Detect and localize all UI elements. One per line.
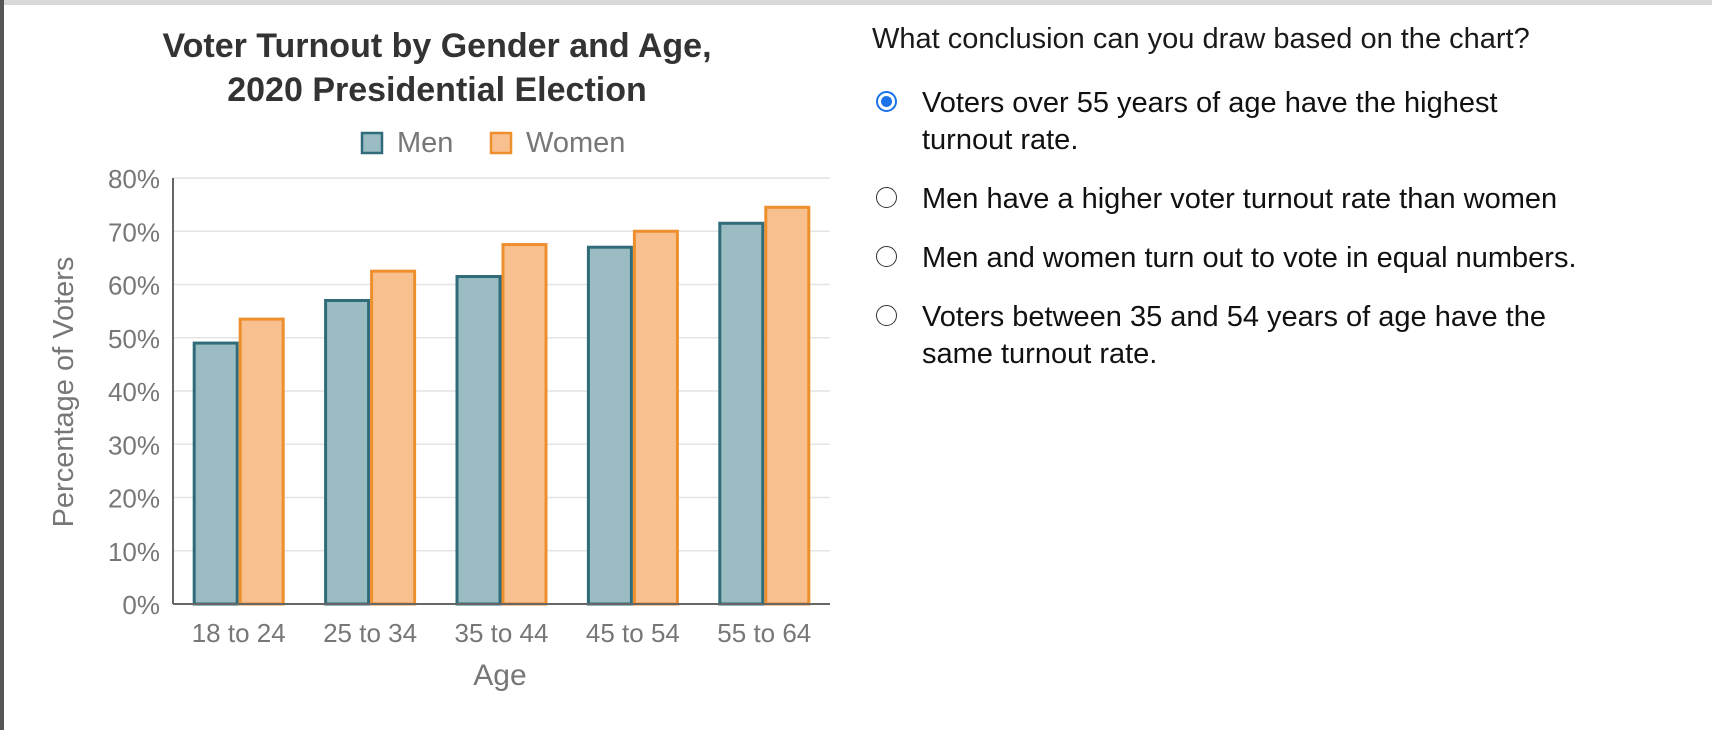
chart-legend: Men Women [360, 127, 625, 159]
answer-option-3-line-1: Men and women turn out to vote in equal … [922, 242, 1577, 274]
left-border [0, 0, 4, 730]
radio-button-4[interactable] [876, 305, 897, 326]
bar-women-2 [370, 269, 417, 606]
answer-option-4[interactable]: Voters between 35 and 54 years of age ha… [872, 299, 1672, 373]
y-axis-label: Percentage of Voters [48, 257, 80, 528]
radio-button-1[interactable] [876, 91, 897, 112]
y-tick-label: 10% [108, 537, 160, 567]
y-axis-tick-labels: 0% 10% 20% 30% 40% 50% 60% 70% 80% [108, 164, 160, 620]
radio-button-2[interactable] [876, 187, 897, 208]
y-tick-label: 20% [108, 484, 160, 514]
x-tick-label: 35 to 44 [455, 618, 549, 648]
bar-men-5 [718, 221, 765, 606]
bar-women-5 [764, 205, 811, 606]
chart-title-line-1: Voter Turnout by Gender and Age, [162, 27, 711, 65]
x-tick-label: 25 to 34 [323, 618, 417, 648]
bar-men-4 [586, 245, 633, 606]
answer-options: Voters over 55 years of age have the hig… [872, 85, 1672, 373]
answer-option-1-line-2: turnout rate. [922, 124, 1079, 156]
top-border [0, 0, 1712, 5]
chart-title-line-2: 2020 Presidential Election [227, 71, 647, 109]
bar-women-1 [238, 317, 285, 606]
legend-swatch-men [360, 131, 384, 155]
x-axis-label: Age [473, 659, 526, 692]
bar-men-1 [192, 341, 239, 606]
y-tick-label: 40% [108, 377, 160, 407]
answer-option-4-line-1: Voters between 35 and 54 years of age ha… [922, 301, 1546, 333]
y-tick-label: 60% [108, 271, 160, 301]
question-prompt: What conclusion can you draw based on th… [872, 23, 1530, 55]
answer-option-3[interactable]: Men and women turn out to vote in equal … [872, 240, 1672, 277]
x-tick-label: 45 to 54 [586, 618, 680, 648]
bar-women-4 [632, 229, 679, 606]
chart-bars [192, 205, 811, 606]
answer-option-4-line-2: same turnout rate. [922, 338, 1158, 370]
bar-men-2 [324, 298, 371, 606]
x-tick-label: 55 to 64 [717, 618, 811, 648]
bar-chart: Voter Turnout by Gender and Age, 2020 Pr… [48, 27, 830, 692]
bar-men-3 [455, 275, 502, 606]
answer-option-2-line-1: Men have a higher voter turnout rate tha… [922, 183, 1558, 215]
answer-option-1-line-1: Voters over 55 years of age have the hig… [922, 87, 1498, 119]
answer-option-2[interactable]: Men have a higher voter turnout rate tha… [872, 181, 1672, 218]
bar-women-3 [501, 243, 548, 606]
x-tick-label: 18 to 24 [192, 618, 286, 648]
y-tick-label: 80% [108, 164, 160, 194]
legend-label-women: Women [526, 127, 625, 159]
y-tick-label: 70% [108, 217, 160, 247]
legend-label-men: Men [397, 127, 453, 159]
y-tick-label: 0% [122, 590, 160, 620]
radio-button-3[interactable] [876, 246, 897, 267]
question-panel: What conclusion can you draw based on th… [872, 20, 1672, 373]
y-tick-label: 50% [108, 324, 160, 354]
answer-option-1[interactable]: Voters over 55 years of age have the hig… [872, 85, 1672, 159]
x-axis-tick-labels: 18 to 24 25 to 34 35 to 44 45 to 54 55 to 64 [192, 618, 812, 648]
legend-swatch-women [489, 131, 513, 155]
y-tick-label: 30% [108, 430, 160, 460]
